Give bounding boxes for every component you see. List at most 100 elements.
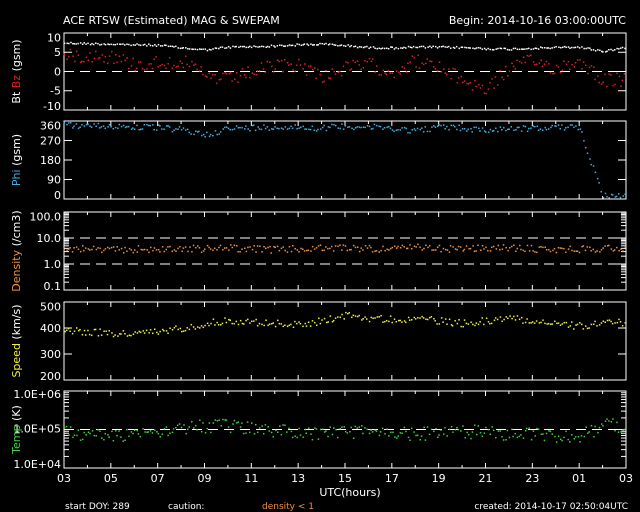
bz-point (63, 53, 66, 56)
temp-point (614, 429, 616, 432)
density-point (261, 251, 263, 253)
density-point (112, 246, 115, 248)
temp-point (323, 431, 326, 433)
bt-point (79, 42, 82, 44)
density-point (143, 248, 146, 251)
x-tick-label: 05 (104, 472, 118, 485)
temp-point (506, 429, 509, 432)
bt-point (427, 46, 429, 48)
density-point (608, 244, 610, 247)
bt-point (298, 43, 300, 46)
bt-point (194, 48, 196, 51)
bz-point (584, 64, 587, 67)
bt-point (288, 44, 291, 46)
temp-point (275, 429, 277, 432)
x-tick-label: 09 (198, 472, 212, 485)
temp-y-axis-label: Temp (K) (10, 405, 23, 455)
speed-point (521, 316, 523, 319)
bt-point (354, 45, 357, 48)
temp-point (68, 434, 70, 436)
temp-point (489, 433, 492, 436)
speed-point (582, 328, 585, 330)
x-tick-label: 03 (57, 472, 71, 485)
density-point (475, 250, 477, 252)
temp-point (470, 437, 472, 440)
phi-point (321, 126, 324, 129)
bt-point (307, 44, 310, 46)
bz-point (299, 64, 302, 66)
speed-point (419, 317, 421, 319)
phi-point (224, 126, 226, 129)
bz-point (370, 60, 373, 63)
bz-point (581, 68, 583, 70)
density-point (444, 248, 447, 251)
bt-point (405, 47, 407, 49)
temp-point (128, 435, 130, 438)
density-point (91, 248, 93, 251)
density-point (364, 244, 367, 247)
temp-point (212, 422, 215, 424)
speed-point (190, 323, 193, 326)
bt-point (474, 47, 476, 50)
speed-point (148, 332, 150, 334)
bz-point (409, 61, 412, 63)
temp-point (622, 429, 624, 431)
speed-point (253, 320, 255, 322)
phi-point (108, 123, 111, 126)
bz-point (200, 66, 202, 68)
density-point (216, 249, 218, 251)
phi-point (354, 126, 357, 129)
density-point (237, 250, 239, 253)
bt-point (434, 45, 437, 48)
temp-point (157, 432, 160, 435)
bz-point (571, 63, 573, 66)
speed-point (422, 317, 425, 319)
bt-point (560, 46, 562, 49)
bz-point (573, 66, 576, 68)
speed-point (382, 321, 384, 323)
phi-point (604, 192, 607, 195)
temp-point (120, 436, 122, 438)
phi-point (610, 193, 613, 196)
density-point (477, 244, 479, 246)
phi-point (492, 129, 495, 132)
speed-point (220, 324, 222, 326)
bt-point (165, 44, 167, 47)
bt-point (516, 48, 519, 51)
density-point (507, 249, 509, 252)
temp-point (156, 431, 158, 433)
density-y-axis-label: Density (/cm3) (10, 210, 23, 291)
density-point (590, 250, 592, 252)
bz-point (415, 66, 417, 68)
speed-point (361, 319, 363, 321)
phi-point (333, 123, 335, 126)
phi-point (372, 127, 374, 130)
phi-point (555, 125, 557, 127)
speed-point (331, 320, 334, 323)
phi-point (581, 131, 583, 133)
bz-point (182, 66, 185, 69)
density-point (142, 249, 144, 251)
phi-point (184, 129, 187, 131)
speed-point (84, 334, 87, 336)
bt-point (380, 48, 382, 50)
bz-point (282, 70, 284, 73)
phi-point (508, 128, 511, 131)
bz-point (487, 88, 490, 90)
bz-point (417, 54, 420, 57)
phi-y-tick-label: 270 (40, 134, 61, 147)
speed-point (496, 318, 499, 321)
bz-point (97, 57, 100, 60)
density-point (485, 246, 487, 249)
phi-point (171, 130, 174, 133)
speed-point (304, 322, 306, 325)
density-point (97, 247, 99, 249)
bz-point (243, 74, 246, 76)
bt-point (522, 48, 524, 50)
phi-point (487, 131, 490, 133)
phi-point (278, 127, 280, 130)
temp-point (624, 428, 626, 431)
phi-point (397, 129, 399, 131)
speed-point (551, 323, 554, 325)
